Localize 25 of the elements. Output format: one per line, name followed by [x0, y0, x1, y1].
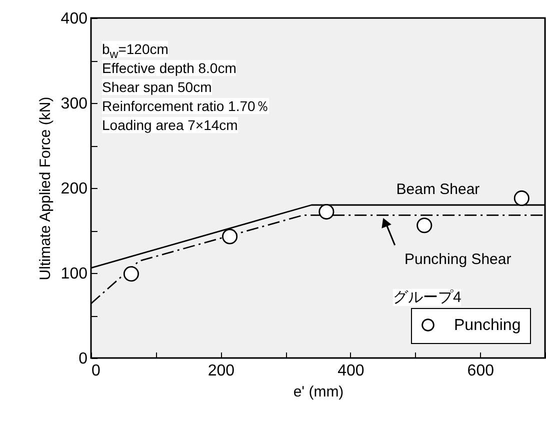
point: [123, 266, 139, 282]
point: [318, 204, 334, 220]
x-tick-label: 400: [338, 362, 364, 380]
y-tick-label: 400: [60, 10, 88, 28]
annotation: Reinforcement ratio 1.70％: [102, 98, 270, 114]
annotation: Shear span 50cm: [102, 79, 212, 95]
point: [222, 228, 238, 244]
y-tick-label: 300: [60, 96, 88, 112]
y-tick-label: 200: [60, 180, 88, 198]
x-axis-title: e' (mm): [293, 384, 344, 400]
annotation: Beam Shear: [396, 181, 480, 198]
x-tick-label: 200: [208, 362, 235, 380]
annotation: グループ4: [393, 289, 462, 306]
annotation: Effective depth 8.0cm: [102, 60, 236, 76]
annotation: Loading area 7×14cm: [102, 117, 238, 133]
y-axis-title: Ultimate Applied Force (kN): [36, 96, 54, 280]
annotation: b$_{w}$=120cm: [102, 41, 168, 61]
point: [514, 190, 530, 206]
legend-label: Punching: [454, 317, 521, 334]
point: [416, 218, 432, 234]
y-tick-label: 100: [60, 266, 88, 282]
annotation: Punching Shear: [404, 251, 512, 268]
x-tick-label: 0: [92, 362, 100, 380]
x-tick-label: 600: [467, 362, 494, 380]
y-tick-label: 0: [78, 350, 88, 368]
